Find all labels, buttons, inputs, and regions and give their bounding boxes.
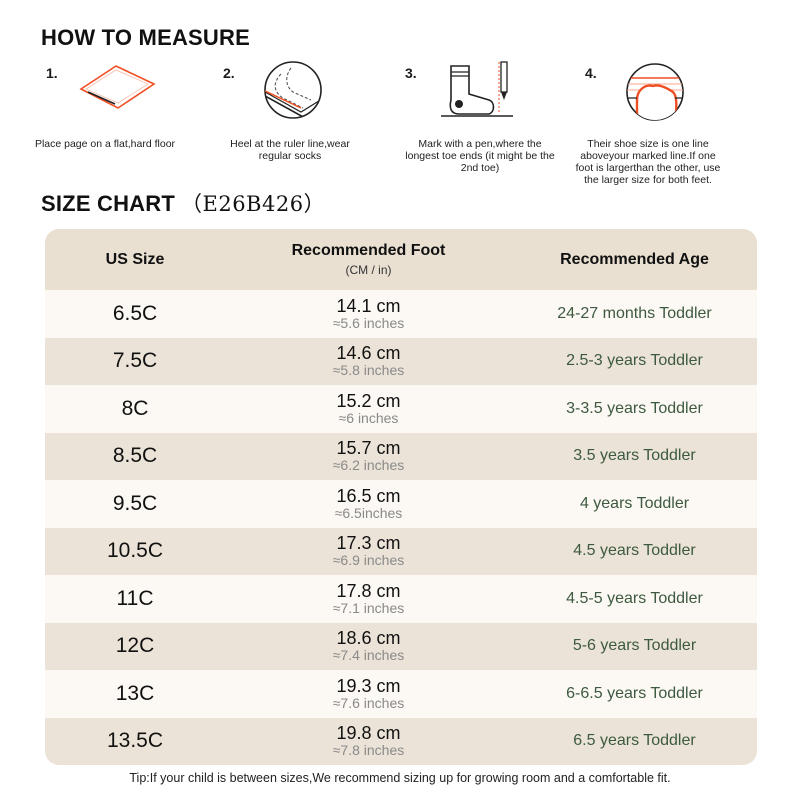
- foot-length-inches: ≈6.2 inches: [332, 457, 405, 474]
- age-cell: 5-6 years Toddler: [572, 637, 697, 655]
- header-foot-units: (CM / in): [345, 263, 392, 277]
- size-chart-label: SIZE CHART: [41, 191, 175, 216]
- size-chart-title: SIZE CHART （E26B426）: [41, 188, 325, 218]
- foot-length-inches: ≈6.9 inches: [332, 552, 405, 569]
- foot-length-cm: 17.3 cm: [336, 533, 401, 554]
- foot-length-cm: 17.8 cm: [336, 580, 401, 601]
- table-row: 7.5C 14.6 cm ≈5.8 inches 2.5-3 years Toddle…: [45, 337, 757, 385]
- us-size-cell: 10.5C: [106, 539, 164, 563]
- us-size-cell: 12C: [115, 634, 155, 658]
- table-row: 8C 15.2 cm ≈6 inches 3-3.5 years Toddler: [45, 385, 757, 433]
- header-recommended-foot: Recommended Foot (CM / in): [225, 242, 512, 277]
- sock-and-pen-icon: [441, 61, 513, 117]
- foot-length-inches: ≈6.5inches: [334, 504, 403, 521]
- foot-length-cell: 17.3 cm ≈6.9 inches: [225, 534, 512, 568]
- foot-length-cm: 15.7 cm: [336, 438, 401, 459]
- step-number: 1.: [46, 65, 58, 81]
- step-caption: Their shoe size is one line aboveyour ma…: [575, 138, 721, 186]
- foot-length-cm: 14.6 cm: [336, 343, 401, 364]
- foot-length-cell: 16.5 cm ≈6.5inches: [225, 485, 512, 521]
- foot-length-cell: 18.6 cm ≈7.4 inches: [225, 629, 512, 663]
- foot-length-cm: 18.6 cm: [336, 628, 401, 649]
- table-row: 8.5C 15.7 cm ≈6.2 inches 3.5 years Toddler: [45, 432, 757, 480]
- table-row: 6.5C 14.1 cm ≈5.6 inches 24-27 months Toddl…: [45, 290, 757, 338]
- table-row: 10.5C 17.3 cm ≈6.9 inches 4.5 years Toddler: [45, 527, 757, 575]
- table-header: US Size Recommended Foot (CM / in) Recom…: [45, 229, 757, 290]
- foot-length-inches: ≈5.8 inches: [332, 362, 405, 379]
- header-recommended-age: Recommended Age: [560, 250, 709, 268]
- age-cell: 24-27 months Toddler: [557, 304, 712, 322]
- foot-length-inches: ≈7.1 inches: [332, 599, 405, 616]
- table-body: 6.5C 14.1 cm ≈5.6 inches 24-27 months Toddl…: [45, 290, 757, 765]
- size-chart-table: US Size Recommended Foot (CM / in) Recom…: [45, 229, 757, 765]
- step-number: 3.: [405, 65, 417, 81]
- age-cell: 2.5-3 years Toddler: [566, 352, 703, 370]
- toe-on-lines-icon: [626, 63, 684, 121]
- foot-length-cell: 19.3 cm ≈7.6 inches: [225, 675, 512, 711]
- age-cell: 4.5-5 years Toddler: [566, 589, 703, 607]
- foot-length-cell: 15.2 cm ≈6 inches: [225, 390, 512, 426]
- foot-length-inches: ≈7.4 inches: [332, 647, 405, 664]
- foot-length-cm: 16.5 cm: [336, 485, 401, 506]
- us-size-cell: 13C: [115, 681, 155, 705]
- header-us-size: US Size: [105, 250, 165, 268]
- us-size-cell: 9.5C: [112, 491, 158, 515]
- how-to-measure-title: HOW TO MEASURE: [41, 25, 250, 50]
- foot-length-inches: ≈6 inches: [338, 409, 399, 426]
- foot-length-cell: 19.8 cm ≈7.8 inches: [225, 724, 512, 758]
- us-size-cell: 6.5C: [112, 301, 158, 325]
- product-code: （E26B426）: [181, 192, 326, 216]
- table-row: 9.5C 16.5 cm ≈6.5inches 4 years Toddler: [45, 480, 757, 528]
- foot-length-cell: 14.1 cm ≈5.6 inches: [225, 295, 512, 331]
- foot-length-inches: ≈7.8 inches: [332, 742, 405, 759]
- foot-length-inches: ≈7.6 inches: [332, 694, 405, 711]
- age-cell: 3-3.5 years Toddler: [566, 399, 703, 417]
- foot-length-cell: 14.6 cm ≈5.8 inches: [225, 344, 512, 378]
- step-caption: Mark with a pen,where the longest toe en…: [405, 138, 555, 174]
- table-row: 12C 18.6 cm ≈7.4 inches 5-6 years Toddler: [45, 622, 757, 670]
- heel-on-ruler-icon: [264, 61, 322, 119]
- table-row: 13C 19.3 cm ≈7.6 inches 6-6.5 years Toddler: [45, 670, 757, 718]
- age-cell: 4 years Toddler: [579, 494, 690, 512]
- sizing-tip: Tip:If your child is between sizes,We re…: [129, 771, 671, 785]
- step-caption: Place page on a flat,hard floor: [34, 138, 176, 150]
- foot-length-cm: 15.2 cm: [336, 390, 401, 411]
- age-cell: 6-6.5 years Toddler: [566, 684, 703, 702]
- foot-length-cm: 14.1 cm: [336, 295, 401, 316]
- foot-length-cell: 17.8 cm ≈7.1 inches: [225, 580, 512, 616]
- foot-length-inches: ≈5.6 inches: [332, 314, 405, 331]
- age-cell: 4.5 years Toddler: [573, 542, 696, 560]
- age-cell: 3.5 years Toddler: [573, 447, 696, 465]
- us-size-cell: 8C: [121, 396, 149, 420]
- header-foot-label: Recommended Foot: [291, 242, 446, 259]
- foot-length-cell: 15.7 cm ≈6.2 inches: [225, 439, 512, 473]
- us-size-cell: 7.5C: [112, 349, 158, 373]
- paper-on-floor-icon: [79, 65, 156, 109]
- us-size-cell: 11C: [116, 586, 154, 610]
- us-size-cell: 8.5C: [112, 444, 158, 468]
- table-row: 13.5C 19.8 cm ≈7.8 inches 6.5 years Toddler: [45, 717, 757, 765]
- foot-length-cm: 19.8 cm: [336, 723, 401, 744]
- foot-length-cm: 19.3 cm: [336, 675, 401, 696]
- step-number: 2.: [223, 65, 235, 81]
- table-row: 11C 17.8 cm ≈7.1 inches 4.5-5 years Toddler: [45, 575, 757, 623]
- us-size-cell: 13.5C: [106, 729, 164, 753]
- age-cell: 6.5 years Toddler: [573, 732, 696, 750]
- step-caption: Heel at the ruler line,wear regular sock…: [230, 138, 350, 162]
- step-number: 4.: [585, 65, 597, 81]
